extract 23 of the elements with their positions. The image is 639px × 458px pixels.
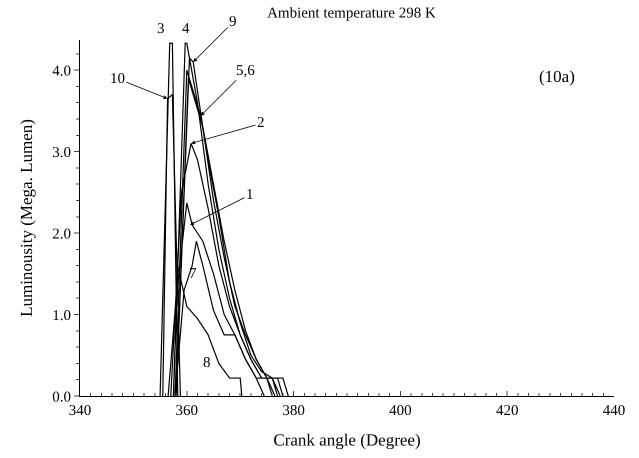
x-tick-label: 400 bbox=[389, 403, 412, 419]
annotation: 9 bbox=[229, 14, 236, 30]
y-tick-label: 2.0 bbox=[52, 226, 71, 242]
annotation: 10 bbox=[110, 71, 125, 87]
annotation: 2 bbox=[257, 115, 264, 131]
y-axis-title: Luminousity (Mega. Lumen) bbox=[16, 119, 36, 317]
x-tick-label: 360 bbox=[176, 403, 198, 419]
y-tick-label: 0.0 bbox=[52, 389, 71, 406]
annotation: 4 bbox=[182, 21, 190, 37]
annotation: 8 bbox=[203, 355, 210, 371]
y-tick-label: 4.0 bbox=[52, 63, 71, 80]
x-tick-label: 420 bbox=[496, 403, 518, 419]
annotation: 1 bbox=[246, 187, 254, 203]
annotation: (10a) bbox=[539, 67, 575, 86]
chart-title: Ambient temperature 298 K bbox=[267, 5, 436, 22]
annotation: 3 bbox=[157, 21, 164, 37]
x-tick-label: 440 bbox=[602, 403, 626, 419]
x-tick-label: 380 bbox=[282, 403, 305, 419]
x-tick-label: 340 bbox=[68, 403, 92, 419]
y-tick-label: 1.0 bbox=[52, 308, 71, 324]
annotation: 5,6 bbox=[236, 63, 256, 79]
x-axis-title: Crank angle (Degree) bbox=[273, 430, 421, 450]
y-tick-label: 3.0 bbox=[52, 144, 71, 161]
